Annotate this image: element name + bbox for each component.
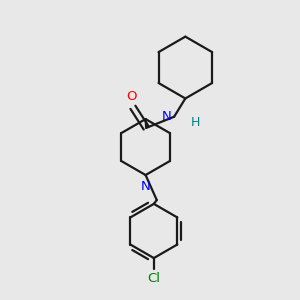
Text: N: N	[141, 180, 151, 193]
Text: H: H	[190, 116, 200, 128]
Text: N: N	[162, 110, 172, 123]
Text: Cl: Cl	[147, 272, 160, 285]
Text: O: O	[126, 90, 137, 103]
